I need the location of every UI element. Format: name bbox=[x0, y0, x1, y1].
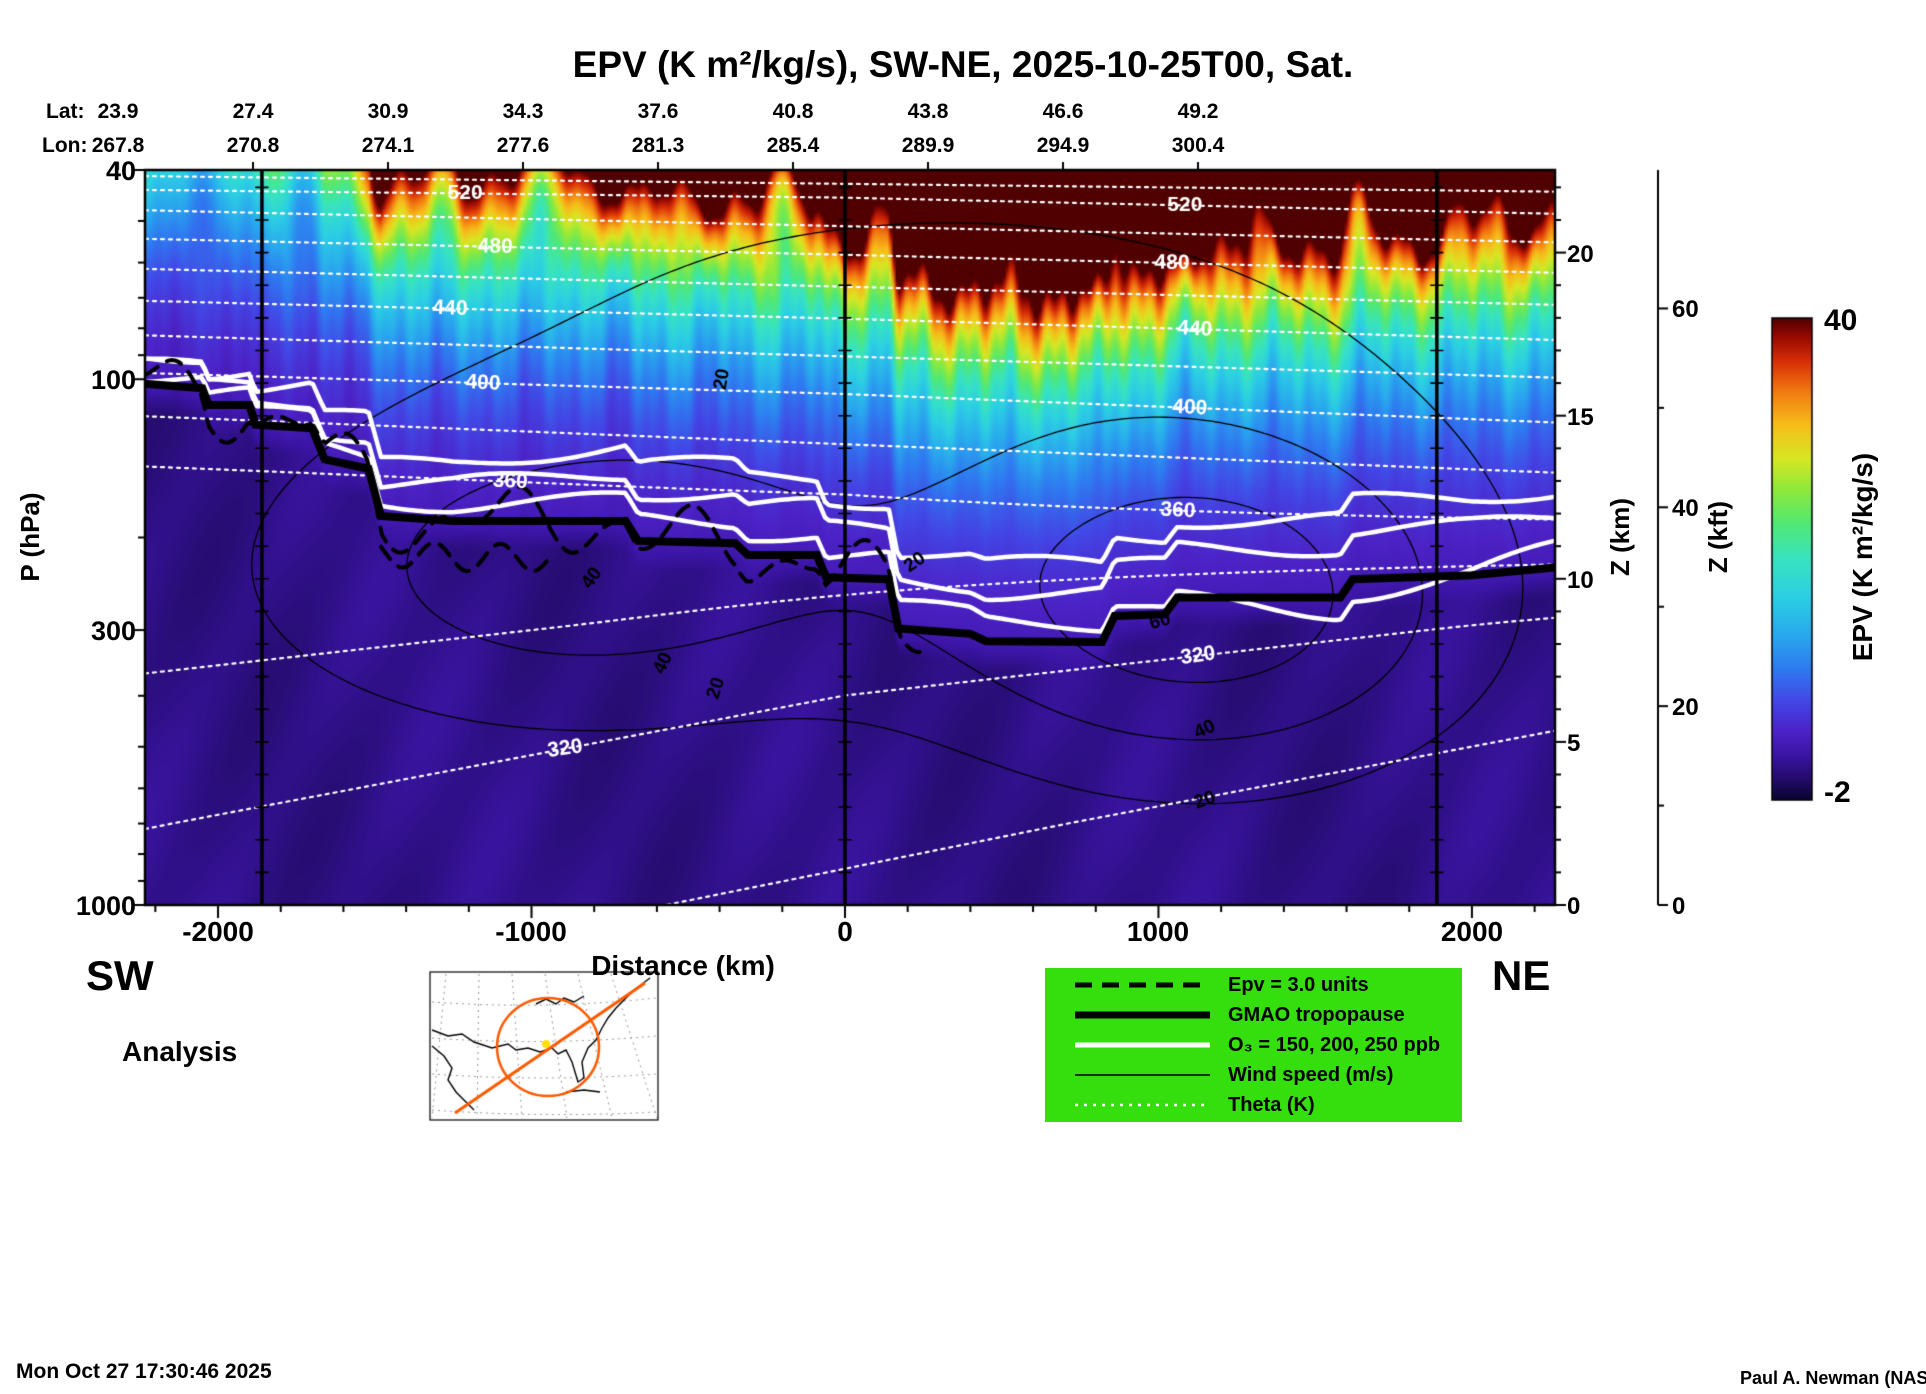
legend-item-label: Epv = 3.0 units bbox=[1228, 973, 1369, 996]
legend-item-label: Wind speed (m/s) bbox=[1228, 1063, 1394, 1086]
sw-corner-label: SW bbox=[86, 952, 154, 999]
x-axis-tick: 1000 bbox=[1126, 916, 1190, 947]
p-axis-tick: 40 bbox=[105, 156, 136, 186]
p-axis-label: P (hPa) bbox=[15, 492, 45, 582]
z-kft-tick: 40 bbox=[1672, 495, 1699, 522]
timestamp: Mon Oct 27 17:30:46 2025 bbox=[16, 1360, 272, 1383]
analysis-label: Analysis bbox=[122, 1036, 238, 1067]
z-kft-tick: 20 bbox=[1672, 694, 1699, 721]
thin-line-sample-icon bbox=[1075, 1074, 1210, 1076]
colorbar-min-label: -2 bbox=[1824, 776, 1851, 809]
lat-value: 43.8 bbox=[907, 100, 949, 123]
lon-value: 285.4 bbox=[766, 134, 820, 157]
legend-item-epv-dashed: Epv = 3.0 units bbox=[1045, 973, 1462, 998]
colorbar-axis-label: EPV (K m²/kg/s) bbox=[1847, 452, 1878, 662]
legend-item-theta: Theta (K) bbox=[1045, 1093, 1462, 1118]
legend-item-label: Theta (K) bbox=[1228, 1093, 1315, 1116]
p-axis-tick: 100 bbox=[90, 365, 136, 395]
x-axis-tick: 2000 bbox=[1440, 916, 1504, 947]
lon-row-label: Lon: bbox=[42, 134, 88, 157]
dotted-line-sample-icon bbox=[1075, 1103, 1210, 1107]
legend-item-label: O₃ = 150, 200, 250 ppb bbox=[1228, 1033, 1441, 1056]
lon-value: 267.8 bbox=[91, 134, 145, 157]
legend-item-wind: Wind speed (m/s) bbox=[1045, 1063, 1462, 1088]
x-axis-tick: -1000 bbox=[495, 916, 567, 947]
z-km-axis-label: Z (km) bbox=[1605, 498, 1635, 576]
white-line-sample-icon bbox=[1075, 1042, 1210, 1048]
ne-corner-label: NE bbox=[1492, 952, 1551, 999]
z-kft-tick: 0 bbox=[1672, 893, 1686, 920]
lat-value: 49.2 bbox=[1177, 100, 1219, 123]
lon-value: 300.4 bbox=[1171, 134, 1225, 157]
credit: Paul A. Newman (NASA bbox=[1740, 1368, 1926, 1388]
x-axis-tick: -2000 bbox=[182, 916, 254, 947]
z-km-tick: 15 bbox=[1567, 404, 1594, 431]
z-km-tick: 0 bbox=[1567, 893, 1581, 920]
legend-item-ozone: O₃ = 150, 200, 250 ppb bbox=[1045, 1033, 1462, 1058]
z-kft-tick: 60 bbox=[1672, 296, 1699, 323]
dashed-line-sample-icon bbox=[1075, 982, 1210, 988]
lat-value: 27.4 bbox=[232, 100, 274, 123]
colorbar-max-label: 40 bbox=[1824, 304, 1858, 337]
lon-value: 270.8 bbox=[226, 134, 280, 157]
lat-value: 46.6 bbox=[1042, 100, 1084, 123]
lon-value: 281.3 bbox=[631, 134, 685, 157]
lat-row-label: Lat: bbox=[46, 100, 85, 123]
chart-title: EPV (K m²/kg/s), SW-NE, 2025-10-25T00, S… bbox=[572, 44, 1354, 85]
lat-value: 37.6 bbox=[637, 100, 679, 123]
lon-value: 289.9 bbox=[901, 134, 955, 157]
lat-value: 23.9 bbox=[97, 100, 139, 123]
z-km-tick: 5 bbox=[1567, 730, 1581, 757]
lon-value: 277.6 bbox=[496, 134, 550, 157]
lat-value: 34.3 bbox=[502, 100, 544, 123]
p-axis-tick: 1000 bbox=[75, 891, 136, 921]
z-km-tick: 10 bbox=[1567, 567, 1594, 594]
lon-value: 294.9 bbox=[1036, 134, 1090, 157]
z-kft-axis-label: Z (kft) bbox=[1703, 500, 1733, 574]
lon-value: 274.1 bbox=[361, 134, 415, 157]
z-km-tick: 20 bbox=[1567, 241, 1594, 268]
p-axis-tick: 300 bbox=[90, 616, 136, 646]
x-axis-label: Distance (km) bbox=[591, 950, 775, 981]
lat-value: 30.9 bbox=[367, 100, 409, 123]
legend-item-label: GMAO tropopause bbox=[1228, 1003, 1405, 1026]
x-axis-tick: 0 bbox=[837, 916, 853, 947]
legend-item-tropopause: GMAO tropopause bbox=[1045, 1003, 1462, 1028]
legend: Epv = 3.0 units GMAO tropopause O₃ = 150… bbox=[1045, 968, 1462, 1122]
thick-line-sample-icon bbox=[1075, 1011, 1210, 1019]
lat-value: 40.8 bbox=[772, 100, 814, 123]
